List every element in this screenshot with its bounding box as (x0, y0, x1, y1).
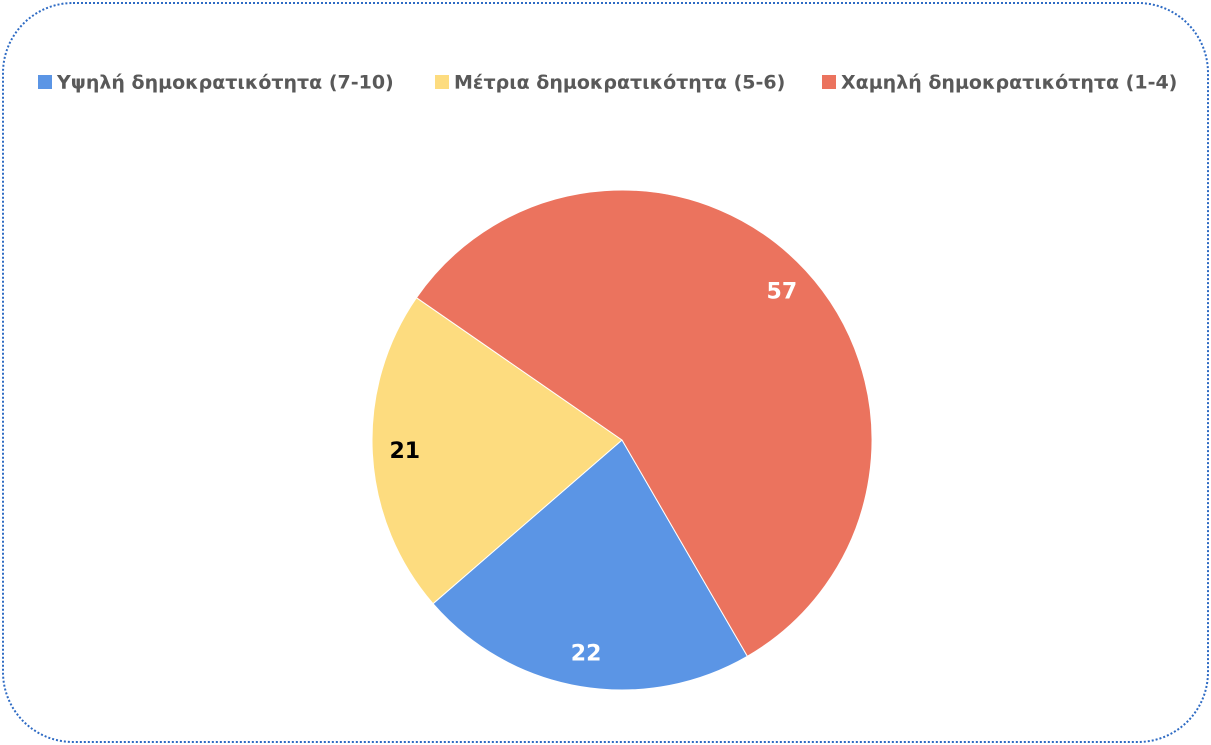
data-label: 21 (390, 439, 421, 464)
data-label: 57 (767, 280, 798, 305)
legend-swatch (435, 75, 449, 89)
legend-swatch (38, 75, 52, 89)
pie-slice (415, 189, 873, 657)
legend-label: Μέτρια δημοκρατικότητα (5-6) (454, 72, 785, 94)
data-label: 22 (571, 642, 602, 667)
legend-label: Υψηλή δημοκρατικότητα (7-10) (56, 72, 394, 94)
legend-swatch (822, 75, 836, 89)
pie-slice (432, 439, 749, 691)
legend-label: Χαμηλή δημοκρατικότητα (1-4) (841, 72, 1177, 94)
pie-slice (371, 296, 623, 605)
